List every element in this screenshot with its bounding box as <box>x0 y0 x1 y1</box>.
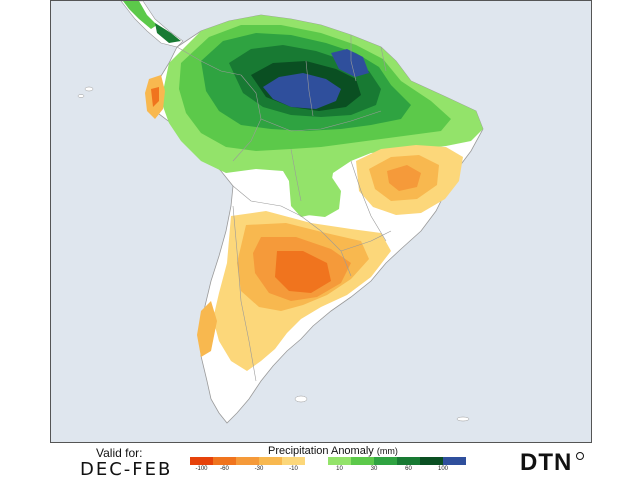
wet-pocket-central <box>293 169 341 217</box>
map-canvas <box>51 1 591 442</box>
legend-swatch-neutral <box>305 457 328 465</box>
dry-zone-patagonia <box>197 301 217 357</box>
precipitation-anomaly-map <box>50 0 592 443</box>
legend-swatch-dry <box>259 457 282 465</box>
legend-swatch-wet <box>420 457 443 465</box>
wet-zone-peak <box>263 73 341 109</box>
legend-swatch-dry <box>282 457 305 465</box>
valid-period: DEC-FEB <box>80 459 173 480</box>
legend-swatch-wet <box>397 457 420 465</box>
falkland-island <box>294 395 308 403</box>
dry-zone-west-coast-core <box>151 87 159 107</box>
legend-tick-label: 100 <box>437 466 449 472</box>
galapagos-island <box>77 94 85 98</box>
south-georgia-island <box>456 416 470 422</box>
country-borders <box>176 35 392 382</box>
legend-swatch-dry <box>213 457 236 465</box>
legend-title-text: Precipitation Anomaly <box>268 445 374 457</box>
legend-swatch-wet <box>443 457 466 465</box>
legend-color-bar <box>190 457 466 465</box>
legend-swatch-wet <box>328 457 351 465</box>
legend-tick-label: 60 <box>405 466 412 472</box>
legend-swatch-dry <box>236 457 259 465</box>
central-america-wet-dark <box>155 23 181 43</box>
central-america-wet <box>123 1 157 29</box>
dry-zone-south-core <box>275 251 331 293</box>
legend-swatch-wet <box>351 457 374 465</box>
legend-tick-label: -60 <box>220 466 229 472</box>
legend-swatch-wet <box>374 457 397 465</box>
dtn-logo-dot-icon <box>576 452 584 460</box>
legend-swatch-dry <box>190 457 213 465</box>
legend-tick-label: -30 <box>254 466 264 472</box>
galapagos-island <box>84 86 94 92</box>
legend-tick-label: -100 <box>195 466 208 472</box>
legend-title: Precipitation Anomaly (mm) <box>268 445 398 457</box>
legend-unit: (mm) <box>376 446 398 456</box>
valid-for-label: Valid for: <box>96 446 143 460</box>
wet-zone-peak-coast <box>331 49 369 77</box>
dtn-logo: DTN <box>520 449 573 476</box>
dry-zone-northeast-core <box>387 165 421 191</box>
legend-tick-label: 10 <box>336 466 343 472</box>
legend-tick-label: 30 <box>370 466 378 472</box>
legend-tick-label: -10 <box>289 466 298 472</box>
